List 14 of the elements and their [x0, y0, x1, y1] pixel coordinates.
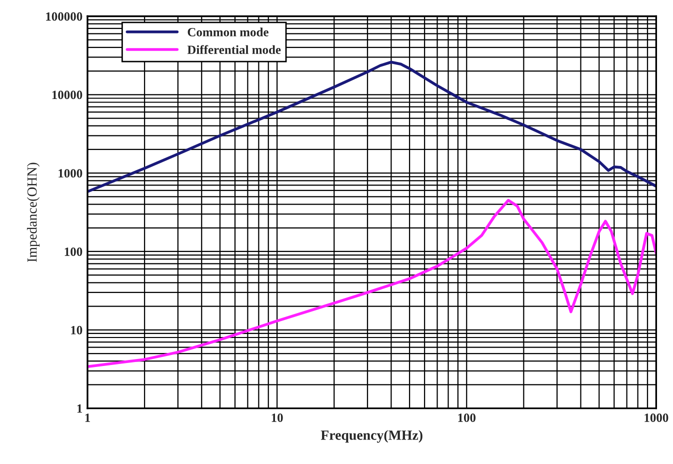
y-tick-label: 1: [77, 404, 82, 413]
y-tick-label: 100000: [46, 12, 82, 21]
x-tick-label: 1: [85, 414, 90, 422]
y-tick-label: 1000: [58, 169, 82, 178]
y-tick-label: 100: [64, 248, 82, 256]
y-tick-label: 10000: [52, 90, 82, 100]
legend-label: Differential mode: [187, 45, 281, 54]
x-tick-label: 1000: [644, 414, 668, 422]
y-axis-title: Impedance(OHN): [26, 162, 40, 262]
legend-label: Common mode: [188, 28, 268, 36]
x-tick-label: 100: [458, 414, 476, 422]
x-axis-title: Frequency(MHz): [320, 430, 422, 443]
y-tick-label: 10: [71, 326, 82, 334]
x-tick-label: 10: [272, 414, 283, 422]
